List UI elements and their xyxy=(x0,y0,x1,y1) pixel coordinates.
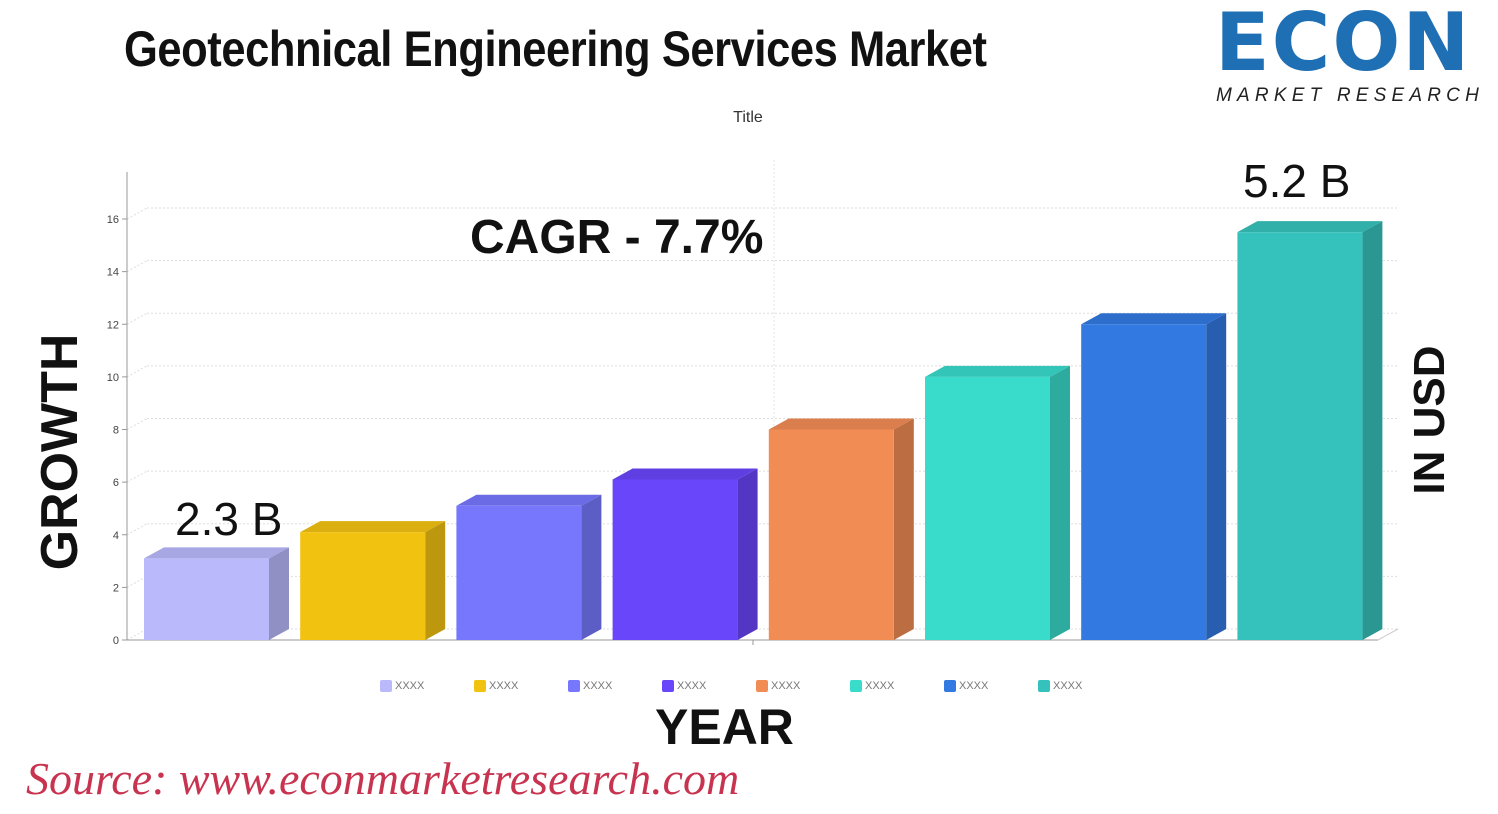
right-axis-label: IN USD xyxy=(1405,345,1454,495)
legend-item[interactable]: XXXX xyxy=(474,680,568,692)
legend-label: XXXX xyxy=(583,679,613,692)
legend-label: XXXX xyxy=(771,679,801,692)
bar-side xyxy=(269,547,289,640)
legend-item[interactable]: XXXX xyxy=(380,680,474,692)
chart-title: Title xyxy=(733,109,763,126)
y-tick-label: 14 xyxy=(107,267,119,279)
bar xyxy=(144,558,269,640)
legend-swatch xyxy=(662,680,674,692)
y-tick-label: 16 xyxy=(107,214,119,226)
legend-item[interactable]: XXXX xyxy=(1038,680,1132,692)
bar-side xyxy=(1050,365,1070,640)
legend-swatch xyxy=(474,680,486,692)
y-tick-label: 10 xyxy=(107,372,119,384)
bar xyxy=(768,429,894,640)
bar-top xyxy=(925,365,1070,377)
x-axis-label: YEAR xyxy=(655,699,794,755)
logo: ECON xyxy=(1215,0,1472,89)
bar-side xyxy=(893,418,914,640)
bar-side xyxy=(425,521,446,640)
legend-swatch xyxy=(1038,680,1050,692)
bar-top xyxy=(456,494,602,506)
legend-swatch xyxy=(944,680,956,692)
bar-top xyxy=(300,521,446,533)
y-tick-label: 4 xyxy=(113,530,119,542)
gridline-diag xyxy=(126,418,148,430)
legend-item[interactable]: XXXX xyxy=(850,680,944,692)
gridline-diag xyxy=(126,207,148,220)
logo-subtext: MARKET RESEARCH xyxy=(1216,85,1485,106)
x-axis-depth xyxy=(1377,628,1399,641)
source-text: Source: www.econmarketresearch.com xyxy=(26,753,740,804)
gridline-diag xyxy=(126,260,148,273)
legend-item[interactable]: XXXX xyxy=(568,680,662,692)
y-axis-label: GROWTH xyxy=(31,333,89,571)
bar xyxy=(1237,232,1363,640)
gridline-diag xyxy=(126,312,148,325)
legend-label: XXXX xyxy=(677,679,707,692)
legend-item[interactable]: XXXX xyxy=(944,680,1038,692)
bar-side xyxy=(581,494,602,640)
bar xyxy=(300,532,426,640)
bar-side xyxy=(1362,221,1383,640)
bar-top xyxy=(144,547,289,559)
bar-top xyxy=(612,468,758,480)
bar xyxy=(456,505,582,640)
page-title: Geotechnical Engineering Services Market xyxy=(124,21,987,77)
legend-swatch xyxy=(850,680,862,692)
bar-top xyxy=(768,418,914,430)
cagr-annotation: CAGR - 7.7% xyxy=(470,211,764,264)
gridline-diag xyxy=(126,523,148,536)
last-value-label: 5.2 B xyxy=(1243,155,1351,207)
legend-swatch xyxy=(568,680,580,692)
legend-item[interactable]: XXXX xyxy=(756,680,850,692)
gridline-diag xyxy=(126,470,148,483)
legend-label: XXXX xyxy=(489,679,519,692)
gridline-diag xyxy=(126,365,148,378)
y-tick-label: 8 xyxy=(113,425,119,437)
bar-side xyxy=(737,468,758,640)
y-tick-label: 12 xyxy=(107,319,119,331)
first-value-label: 2.3 B xyxy=(175,493,283,545)
bar xyxy=(612,479,738,640)
legend-swatch xyxy=(380,680,392,692)
bar xyxy=(925,376,1050,640)
legend-item[interactable]: XXXX xyxy=(662,680,756,692)
legend-label: XXXX xyxy=(395,679,425,692)
y-tick-label: 2 xyxy=(113,582,119,594)
legend: XXXX XXXX XXXX XXXX XXXX XXXX XXXX XXXX xyxy=(380,680,1132,692)
y-tick-label: 0 xyxy=(113,635,119,647)
bar-top xyxy=(1081,313,1227,325)
legend-label: XXXX xyxy=(865,679,895,692)
bar-side xyxy=(1206,313,1227,640)
legend-label: XXXX xyxy=(1053,679,1083,692)
bar xyxy=(1081,324,1207,640)
bar-top xyxy=(1237,221,1383,233)
legend-label: XXXX xyxy=(959,679,989,692)
legend-swatch xyxy=(756,680,768,692)
y-tick-label: 6 xyxy=(113,477,119,489)
